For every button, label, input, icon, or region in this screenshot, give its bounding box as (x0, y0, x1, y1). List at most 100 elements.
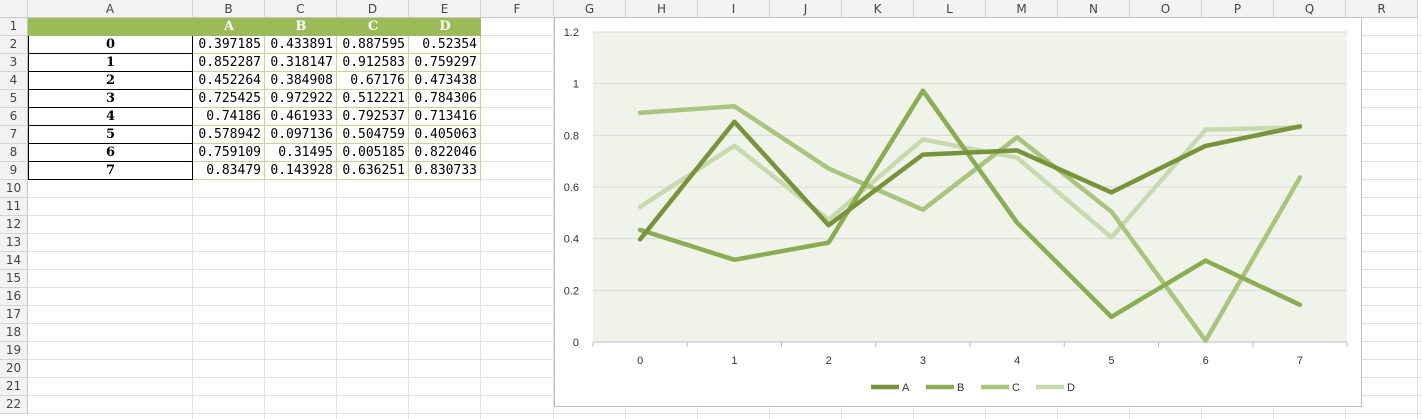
table-cell[interactable]: 0.912583 (337, 54, 409, 72)
row-header-21[interactable]: 21 (0, 378, 28, 396)
table-cell[interactable]: 0.725425 (193, 90, 265, 108)
table-cell[interactable]: 0.852287 (193, 54, 265, 72)
table-index-cell[interactable]: 4 (28, 108, 193, 126)
column-header-f[interactable]: F (481, 0, 554, 18)
table-index-cell[interactable]: 0 (28, 36, 193, 54)
table-cell[interactable]: 0.759109 (193, 144, 265, 162)
table-cell[interactable]: 0.005185 (337, 144, 409, 162)
table-cell[interactable]: 0.830733 (409, 162, 481, 180)
table-cell[interactable]: 0.461933 (265, 108, 337, 126)
row-header-22[interactable]: 22 (0, 396, 28, 414)
table-cell[interactable]: 0.512221 (337, 90, 409, 108)
table-header-cell[interactable]: B (265, 18, 337, 36)
column-header-h[interactable]: H (626, 0, 698, 18)
table-index-cell[interactable]: 2 (28, 72, 193, 90)
row-header-2[interactable]: 2 (0, 36, 28, 54)
row-header-11[interactable]: 11 (0, 198, 28, 216)
row-header-5[interactable]: 5 (0, 90, 28, 108)
table-cell[interactable]: 0.792537 (337, 108, 409, 126)
table-cell[interactable]: 0.972922 (265, 90, 337, 108)
table-cell[interactable]: 0.759297 (409, 54, 481, 72)
table-index-cell[interactable]: 7 (28, 162, 193, 180)
cell-a1[interactable] (28, 18, 193, 36)
table-cell[interactable]: 0.143928 (265, 162, 337, 180)
table-cell[interactable]: 0.433891 (265, 36, 337, 54)
column-header-j[interactable]: J (770, 0, 842, 18)
row-header-19[interactable]: 19 (0, 342, 28, 360)
table-cell[interactable]: 0.473438 (409, 72, 481, 90)
column-header-k[interactable]: K (842, 0, 914, 18)
gridline (336, 18, 337, 419)
table-cell[interactable]: 0.318147 (265, 54, 337, 72)
table-cell[interactable]: 0.384908 (265, 72, 337, 90)
row-header-8[interactable]: 8 (0, 144, 28, 162)
row-header-7[interactable]: 7 (0, 126, 28, 144)
table-header-cell[interactable]: C (337, 18, 409, 36)
y-tick-label: 0.8 (564, 130, 579, 142)
table-cell[interactable]: 0.636251 (337, 162, 409, 180)
gridline (1417, 18, 1418, 419)
table-cell[interactable]: 0.822046 (409, 144, 481, 162)
row-header-6[interactable]: 6 (0, 108, 28, 126)
column-header-r[interactable]: R (1346, 0, 1418, 18)
table-header-cell[interactable]: D (409, 18, 481, 36)
column-header-n[interactable]: N (1058, 0, 1130, 18)
row-header-12[interactable]: 12 (0, 216, 28, 234)
row-header-3[interactable]: 3 (0, 54, 28, 72)
table-cell[interactable]: 0.887595 (337, 36, 409, 54)
series-line-d (637, 125, 1303, 240)
table-cell[interactable]: 0.52354 (409, 36, 481, 54)
row-header-17[interactable]: 17 (0, 306, 28, 324)
column-header-o[interactable]: O (1130, 0, 1202, 18)
column-header-q[interactable]: Q (1274, 0, 1346, 18)
table-cell[interactable]: 0.784306 (409, 90, 481, 108)
row-header-14[interactable]: 14 (0, 252, 28, 270)
table-cell[interactable]: 0.74186 (193, 108, 265, 126)
table-header-cell[interactable]: A (193, 18, 265, 36)
table-cell[interactable]: 0.713416 (409, 108, 481, 126)
row-header-18[interactable]: 18 (0, 324, 28, 342)
table-cell[interactable]: 0.578942 (193, 126, 265, 144)
column-header-c[interactable]: C (265, 0, 337, 18)
gridline (28, 413, 1422, 414)
table-cell[interactable]: 0.452264 (193, 72, 265, 90)
table-cell[interactable]: 0.67176 (337, 72, 409, 90)
table-cell[interactable]: 0.405063 (409, 126, 481, 144)
y-tick-label: 0 (573, 337, 579, 349)
x-tick-label: 5 (1108, 355, 1114, 367)
legend-label-a: A (902, 382, 910, 394)
column-header-m[interactable]: M (986, 0, 1058, 18)
line-chart[interactable]: 0 0.2 0.4 0.6 0.8 1 1.2 0 1 2 3 4 5 6 7 A B C D (554, 17, 1362, 407)
table-index-cell[interactable]: 1 (28, 54, 193, 72)
row-header-4[interactable]: 4 (0, 72, 28, 90)
row-header-1[interactable]: 1 (0, 18, 28, 36)
column-header-b[interactable]: B (193, 0, 265, 18)
row-header-15[interactable]: 15 (0, 270, 28, 288)
table-cell[interactable]: 0.83479 (193, 162, 265, 180)
column-header-e[interactable]: E (409, 0, 481, 18)
row-header-20[interactable]: 20 (0, 360, 28, 378)
row-header-9[interactable]: 9 (0, 162, 28, 180)
column-header-l[interactable]: L (914, 0, 986, 18)
column-header-g[interactable]: G (554, 0, 626, 18)
column-header-p[interactable]: P (1202, 0, 1274, 18)
select-all-corner[interactable] (0, 0, 28, 18)
row-header-10[interactable]: 10 (0, 180, 28, 198)
table-cell[interactable]: 0.504759 (337, 126, 409, 144)
series-line-b (637, 88, 1303, 320)
column-header-a[interactable]: A (28, 0, 193, 18)
table-cell[interactable]: 0.31495 (265, 144, 337, 162)
table-index-cell[interactable]: 3 (28, 90, 193, 108)
x-tick-label: 7 (1297, 355, 1303, 367)
row-header-16[interactable]: 16 (0, 288, 28, 306)
gridline (192, 18, 193, 419)
table-index-cell[interactable]: 6 (28, 144, 193, 162)
table-cell[interactable]: 0.397185 (193, 36, 265, 54)
table-index-cell[interactable]: 5 (28, 126, 193, 144)
column-header-i[interactable]: I (698, 0, 770, 18)
series-line-c (637, 103, 1303, 343)
table-cell[interactable]: 0.097136 (265, 126, 337, 144)
column-header-d[interactable]: D (337, 0, 409, 18)
row-header-13[interactable]: 13 (0, 234, 28, 252)
